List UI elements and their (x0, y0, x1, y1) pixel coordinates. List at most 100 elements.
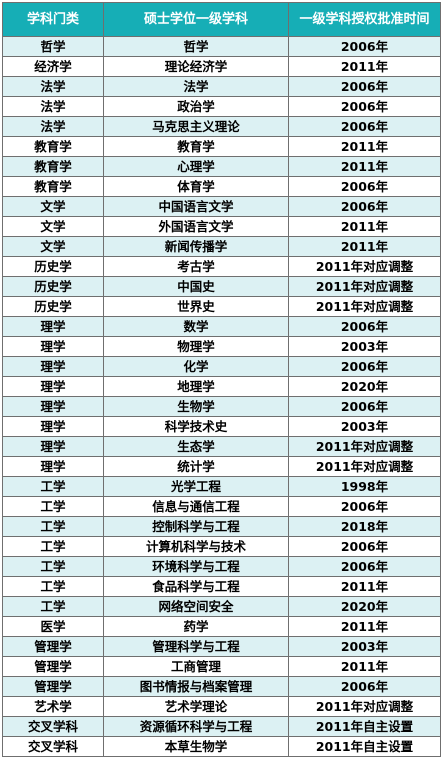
cell-first-level-discipline: 光学工程 (103, 476, 289, 497)
cell-approval-time: 2006年 (288, 36, 441, 57)
cell-approval-time: 2006年 (288, 176, 441, 197)
cell-approval-time: 2020年 (288, 596, 441, 617)
cell-first-level-discipline: 体育学 (103, 176, 289, 197)
cell-first-level-discipline: 计算机科学与技术 (103, 536, 289, 557)
table-row: 医学 药学 2011年 (2, 616, 441, 637)
table-row: 工学 光学工程 1998年 (2, 476, 441, 497)
cell-discipline-category: 历史学 (2, 276, 104, 297)
header-approval-time: 一级学科授权批准时间 (288, 2, 441, 37)
cell-approval-time: 2011年对应调整 (288, 276, 441, 297)
degree-table-container: 学科门类 硕士学位一级学科 一级学科授权批准时间 哲学 哲学 2006年 经济学 理论经… (2, 2, 441, 757)
cell-first-level-discipline: 资源循环科学与工程 (103, 716, 289, 737)
cell-approval-time: 2006年 (288, 496, 441, 517)
cell-discipline-category: 文学 (2, 236, 104, 257)
cell-first-level-discipline: 地理学 (103, 376, 289, 397)
cell-discipline-category: 理学 (2, 416, 104, 437)
cell-approval-time: 2006年 (288, 396, 441, 417)
cell-first-level-discipline: 统计学 (103, 456, 289, 477)
table-header-row: 学科门类 硕士学位一级学科 一级学科授权批准时间 (2, 2, 441, 37)
table-row: 工学 环境科学与工程 2006年 (2, 556, 441, 577)
cell-discipline-category: 理学 (2, 356, 104, 377)
cell-first-level-discipline: 心理学 (103, 156, 289, 177)
cell-discipline-category: 教育学 (2, 136, 104, 157)
cell-discipline-category: 文学 (2, 216, 104, 237)
table-row: 管理学 工商管理 2011年 (2, 656, 441, 677)
cell-first-level-discipline: 科学技术史 (103, 416, 289, 437)
cell-approval-time: 2006年 (288, 536, 441, 557)
cell-first-level-discipline: 考古学 (103, 256, 289, 277)
cell-discipline-category: 工学 (2, 576, 104, 597)
table-row: 工学 网络空间安全 2020年 (2, 596, 441, 617)
cell-discipline-category: 哲学 (2, 36, 104, 57)
table-row: 教育学 教育学 2011年 (2, 136, 441, 157)
table-row: 工学 计算机科学与技术 2006年 (2, 536, 441, 557)
cell-approval-time: 2011年对应调整 (288, 696, 441, 717)
cell-approval-time: 2011年 (288, 576, 441, 597)
cell-approval-time: 2011年 (288, 236, 441, 257)
cell-approval-time: 2020年 (288, 376, 441, 397)
cell-first-level-discipline: 信息与通信工程 (103, 496, 289, 517)
cell-first-level-discipline: 生物学 (103, 396, 289, 417)
cell-approval-time: 2006年 (288, 356, 441, 377)
table-row: 工学 食品科学与工程 2011年 (2, 576, 441, 597)
cell-first-level-discipline: 政治学 (103, 96, 289, 117)
cell-discipline-category: 工学 (2, 496, 104, 517)
table-row: 理学 物理学 2003年 (2, 336, 441, 357)
cell-approval-time: 2006年 (288, 676, 441, 697)
cell-discipline-category: 医学 (2, 616, 104, 637)
cell-approval-time: 2011年自主设置 (288, 716, 441, 737)
cell-discipline-category: 交叉学科 (2, 736, 104, 757)
table-row: 文学 外国语言文学 2011年 (2, 216, 441, 237)
table-row: 理学 统计学 2011年对应调整 (2, 456, 441, 477)
header-first-level-discipline: 硕士学位一级学科 (103, 2, 289, 37)
cell-discipline-category: 历史学 (2, 256, 104, 277)
cell-first-level-discipline: 药学 (103, 616, 289, 637)
table-row: 艺术学 艺术学理论 2011年对应调整 (2, 696, 441, 717)
cell-first-level-discipline: 化学 (103, 356, 289, 377)
cell-first-level-discipline: 食品科学与工程 (103, 576, 289, 597)
table-row: 历史学 考古学 2011年对应调整 (2, 256, 441, 277)
table-row: 理学 生态学 2011年对应调整 (2, 436, 441, 457)
table-row: 历史学 世界史 2011年对应调整 (2, 296, 441, 317)
cell-first-level-discipline: 环境科学与工程 (103, 556, 289, 577)
cell-discipline-category: 管理学 (2, 656, 104, 677)
cell-approval-time: 2003年 (288, 416, 441, 437)
cell-discipline-category: 法学 (2, 96, 104, 117)
table-row: 交叉学科 本草生物学 2011年自主设置 (2, 736, 441, 757)
cell-approval-time: 1998年 (288, 476, 441, 497)
cell-approval-time: 2011年 (288, 156, 441, 177)
cell-approval-time: 2011年自主设置 (288, 736, 441, 757)
cell-discipline-category: 理学 (2, 376, 104, 397)
cell-discipline-category: 教育学 (2, 156, 104, 177)
cell-approval-time: 2011年 (288, 136, 441, 157)
table-row: 法学 政治学 2006年 (2, 96, 441, 117)
cell-approval-time: 2018年 (288, 516, 441, 537)
cell-approval-time: 2003年 (288, 336, 441, 357)
cell-approval-time: 2006年 (288, 316, 441, 337)
cell-approval-time: 2011年对应调整 (288, 296, 441, 317)
table-row: 理学 数学 2006年 (2, 316, 441, 337)
cell-approval-time: 2011年对应调整 (288, 456, 441, 477)
cell-discipline-category: 管理学 (2, 636, 104, 657)
cell-discipline-category: 工学 (2, 516, 104, 537)
table-row: 文学 新闻传播学 2011年 (2, 236, 441, 257)
cell-first-level-discipline: 网络空间安全 (103, 596, 289, 617)
cell-approval-time: 2006年 (288, 116, 441, 137)
table-row: 法学 法学 2006年 (2, 76, 441, 97)
cell-approval-time: 2011年 (288, 656, 441, 677)
cell-discipline-category: 理学 (2, 456, 104, 477)
cell-discipline-category: 理学 (2, 396, 104, 417)
cell-approval-time: 2006年 (288, 556, 441, 577)
cell-discipline-category: 文学 (2, 196, 104, 217)
table-row: 教育学 心理学 2011年 (2, 156, 441, 177)
cell-approval-time: 2006年 (288, 76, 441, 97)
table-row: 工学 信息与通信工程 2006年 (2, 496, 441, 517)
header-discipline-category: 学科门类 (2, 2, 104, 37)
table-row: 交叉学科 资源循环科学与工程 2011年自主设置 (2, 716, 441, 737)
cell-discipline-category: 经济学 (2, 56, 104, 77)
cell-discipline-category: 理学 (2, 336, 104, 357)
table-body: 哲学 哲学 2006年 经济学 理论经济学 2011年 法学 法学 2006年 法学 政治学 2006… (2, 36, 441, 757)
cell-discipline-category: 历史学 (2, 296, 104, 317)
table-row: 理学 地理学 2020年 (2, 376, 441, 397)
cell-first-level-discipline: 图书情报与档案管理 (103, 676, 289, 697)
